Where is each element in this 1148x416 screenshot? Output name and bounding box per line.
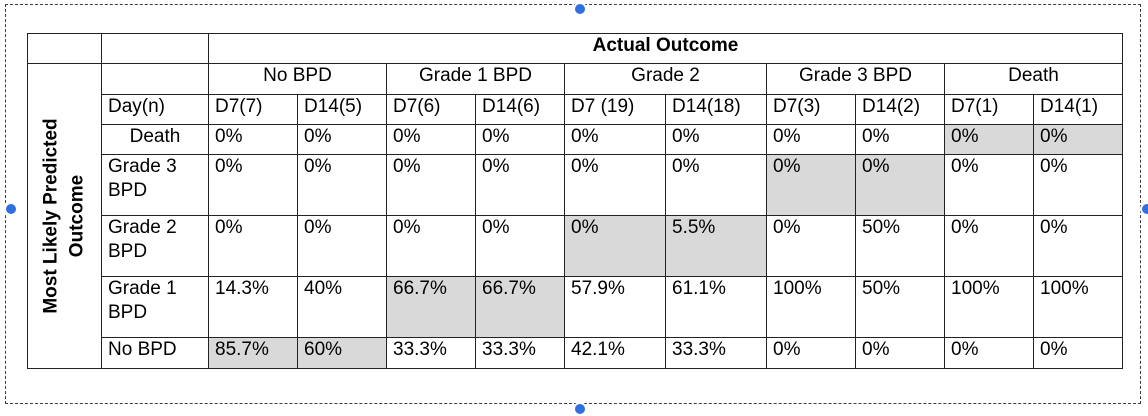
resize-handle-left[interactable] <box>4 202 18 216</box>
row-axis-cell: Most Likely Predicted Outcome <box>27 63 102 369</box>
value-cell: 0% <box>564 124 666 155</box>
value-cell: 0% <box>1033 154 1123 216</box>
value-cell: 0% <box>665 124 767 155</box>
value-cell: 0% <box>855 337 945 369</box>
value-cell: 0% <box>766 337 856 369</box>
group-header: Grade 2 <box>564 63 767 95</box>
table-row: Grade 1 BPD 14.3% 40% 66.7% 66.7% 57.9% … <box>28 276 1123 338</box>
value-cell: 100% <box>766 276 856 338</box>
value-cell: 57.9% <box>564 276 666 338</box>
subheader-cell: D7 (19) <box>564 94 666 125</box>
value-cell: 40% <box>297 276 387 338</box>
value-cell: 0% <box>766 215 856 277</box>
value-cell: 14.3% <box>208 276 298 338</box>
subheader-cell: D7(3) <box>766 94 856 125</box>
value-cell: 100% <box>1033 276 1123 338</box>
value-cell: 0% <box>475 215 565 277</box>
value-cell: 0% <box>944 154 1034 216</box>
value-cell: 61.1% <box>665 276 767 338</box>
value-cell: 0% <box>1033 337 1123 369</box>
value-cell: 0% <box>386 124 476 155</box>
subheader-cell: D14(5) <box>297 94 387 125</box>
highlighted-value-cell: 0% <box>564 215 666 277</box>
actual-outcome-header: Actual Outcome <box>208 33 1123 64</box>
table-row: No BPD 85.7% 60% 33.3% 33.3% 42.1% 33.3%… <box>28 337 1123 369</box>
row-label: Grade 1 BPD <box>101 276 209 338</box>
highlighted-value-cell: 66.7% <box>475 276 565 338</box>
resize-handle-bottom[interactable] <box>573 402 587 416</box>
value-cell: 0% <box>1033 215 1123 277</box>
value-cell: 0% <box>297 124 387 155</box>
subheader-cell: D7(7) <box>208 94 298 125</box>
value-cell: 0% <box>855 124 945 155</box>
value-cell: 42.1% <box>564 337 666 369</box>
highlighted-value-cell: 66.7% <box>386 276 476 338</box>
subheader-cell: D14(6) <box>475 94 565 125</box>
row-label: No BPD <box>101 337 209 369</box>
highlighted-value-cell: 0% <box>944 124 1034 155</box>
value-cell: 33.3% <box>665 337 767 369</box>
resize-handle-top[interactable] <box>573 2 587 16</box>
value-cell: 100% <box>944 276 1034 338</box>
row-label: Death <box>101 124 209 155</box>
subheader-cell: D14(2) <box>855 94 945 125</box>
empty-header-cell <box>101 33 209 64</box>
highlighted-value-cell: 85.7% <box>208 337 298 369</box>
highlighted-value-cell: 0% <box>1033 124 1123 155</box>
value-cell: 0% <box>208 154 298 216</box>
row-label: Grade 3 BPD <box>101 154 209 216</box>
outcome-table[interactable]: Actual Outcome Most Likely Predicted Out… <box>27 33 1123 369</box>
value-cell: 0% <box>297 215 387 277</box>
resize-handle-right[interactable] <box>1140 202 1148 216</box>
empty-header-cell <box>101 63 209 95</box>
subheader-cell: D7(6) <box>386 94 476 125</box>
group-header: Grade 1 BPD <box>386 63 565 95</box>
day-label: Day(n) <box>101 94 209 125</box>
value-cell: 0% <box>665 154 767 216</box>
value-cell: 50% <box>855 276 945 338</box>
value-cell: 0% <box>208 215 298 277</box>
table-row: Grade 2 BPD 0% 0% 0% 0% 0% 5.5% 0% 50% 0… <box>28 215 1123 277</box>
value-cell: 0% <box>766 124 856 155</box>
value-cell: 0% <box>297 154 387 216</box>
value-cell: 33.3% <box>475 337 565 369</box>
row-label: Grade 2 BPD <box>101 215 209 277</box>
group-header: Death <box>944 63 1123 95</box>
value-cell: 0% <box>944 215 1034 277</box>
value-cell: 0% <box>475 154 565 216</box>
value-cell: 0% <box>386 215 476 277</box>
value-cell: 0% <box>208 124 298 155</box>
value-cell: 0% <box>944 337 1034 369</box>
table-row: Grade 3 BPD 0% 0% 0% 0% 0% 0% 0% 0% 0% 0… <box>28 154 1123 216</box>
subheader-cell: D14(1) <box>1033 94 1123 125</box>
value-cell: 0% <box>564 154 666 216</box>
value-cell: 50% <box>855 215 945 277</box>
highlighted-value-cell: 0% <box>855 154 945 216</box>
highlighted-value-cell: 0% <box>766 154 856 216</box>
highlighted-value-cell: 60% <box>297 337 387 369</box>
group-header: No BPD <box>208 63 387 95</box>
subheader-cell: D14(18) <box>665 94 767 125</box>
highlighted-value-cell: 5.5% <box>665 215 767 277</box>
row-axis-label: Most Likely Predicted Outcome <box>40 118 87 314</box>
subheader-cell: D7(1) <box>944 94 1034 125</box>
value-cell: 0% <box>475 124 565 155</box>
corner-cell <box>27 33 102 64</box>
table-row: Death 0% 0% 0% 0% 0% 0% 0% 0% 0% 0% <box>28 124 1123 155</box>
value-cell: 0% <box>386 154 476 216</box>
group-header: Grade 3 BPD <box>766 63 945 95</box>
value-cell: 33.3% <box>386 337 476 369</box>
